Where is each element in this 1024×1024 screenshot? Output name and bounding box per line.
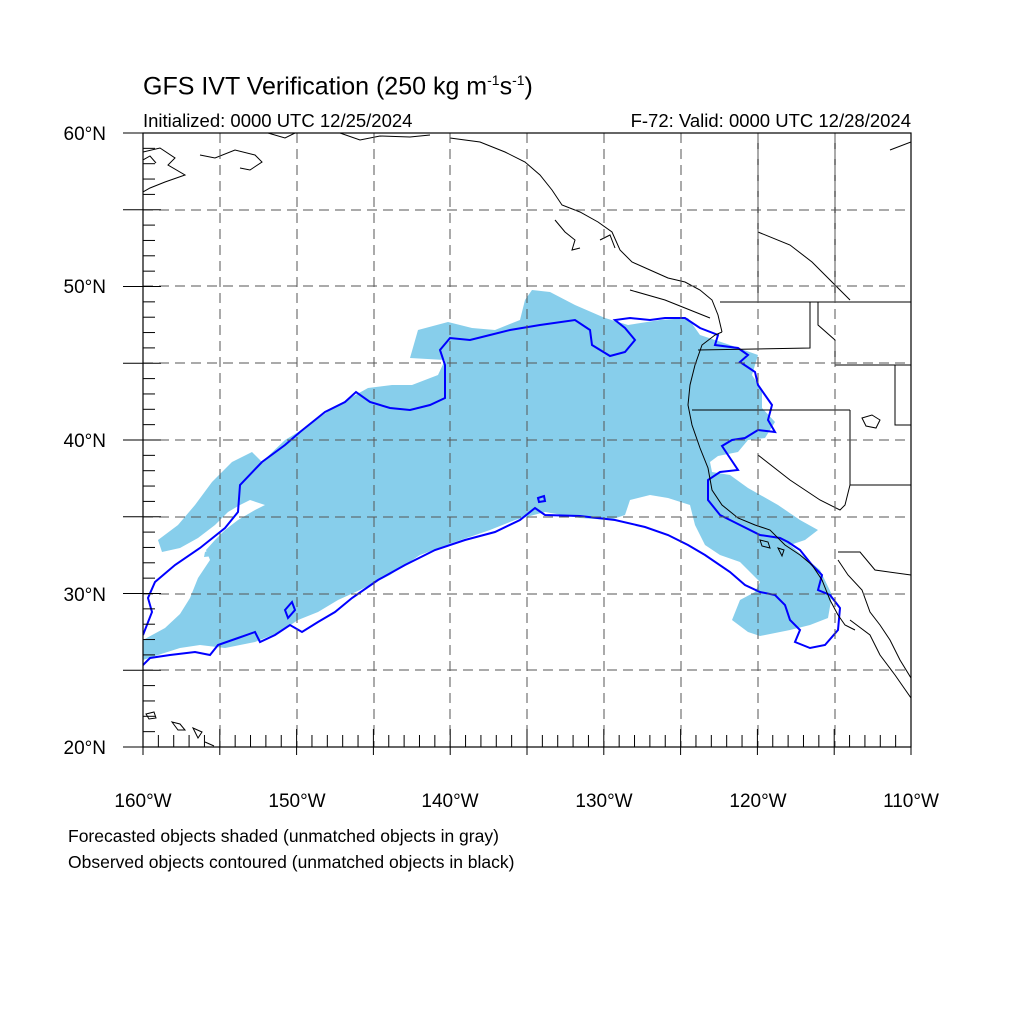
valid-time: F-72: Valid: 0000 UTC 12/28/2024	[630, 110, 911, 131]
legend-forecast-note: Forecasted objects shaded (unmatched obj…	[68, 826, 499, 846]
lat-label: 50°N	[64, 277, 106, 298]
lon-label: 120°W	[729, 791, 786, 812]
lat-label: 60°N	[64, 124, 106, 145]
lon-label: 110°W	[883, 791, 939, 812]
lon-label: 160°W	[114, 791, 171, 812]
grid-lines	[143, 133, 911, 747]
axis-ticks	[123, 132, 912, 755]
observed-ivt-contour	[143, 316, 842, 666]
lon-label: 150°W	[268, 791, 325, 812]
map-title: GFS IVT Verification (250 kg m-1s-1)	[143, 72, 533, 101]
lat-label: 20°N	[64, 738, 106, 759]
coastlines	[143, 133, 911, 747]
lon-label: 140°W	[421, 791, 478, 812]
lon-label: 130°W	[575, 791, 632, 812]
lat-label: 40°N	[64, 431, 106, 452]
lat-axis-labels: 20°N 30°N 40°N 50°N 60°N	[64, 124, 106, 759]
lon-axis-labels: 160°W 150°W 140°W 130°W 120°W 110°W	[114, 791, 939, 812]
legend-observed-note: Observed objects contoured (unmatched ob…	[68, 852, 515, 872]
forecast-ivt-object	[143, 290, 832, 660]
lat-label: 30°N	[64, 585, 106, 606]
initialized-time: Initialized: 0000 UTC 12/25/2024	[143, 110, 413, 131]
